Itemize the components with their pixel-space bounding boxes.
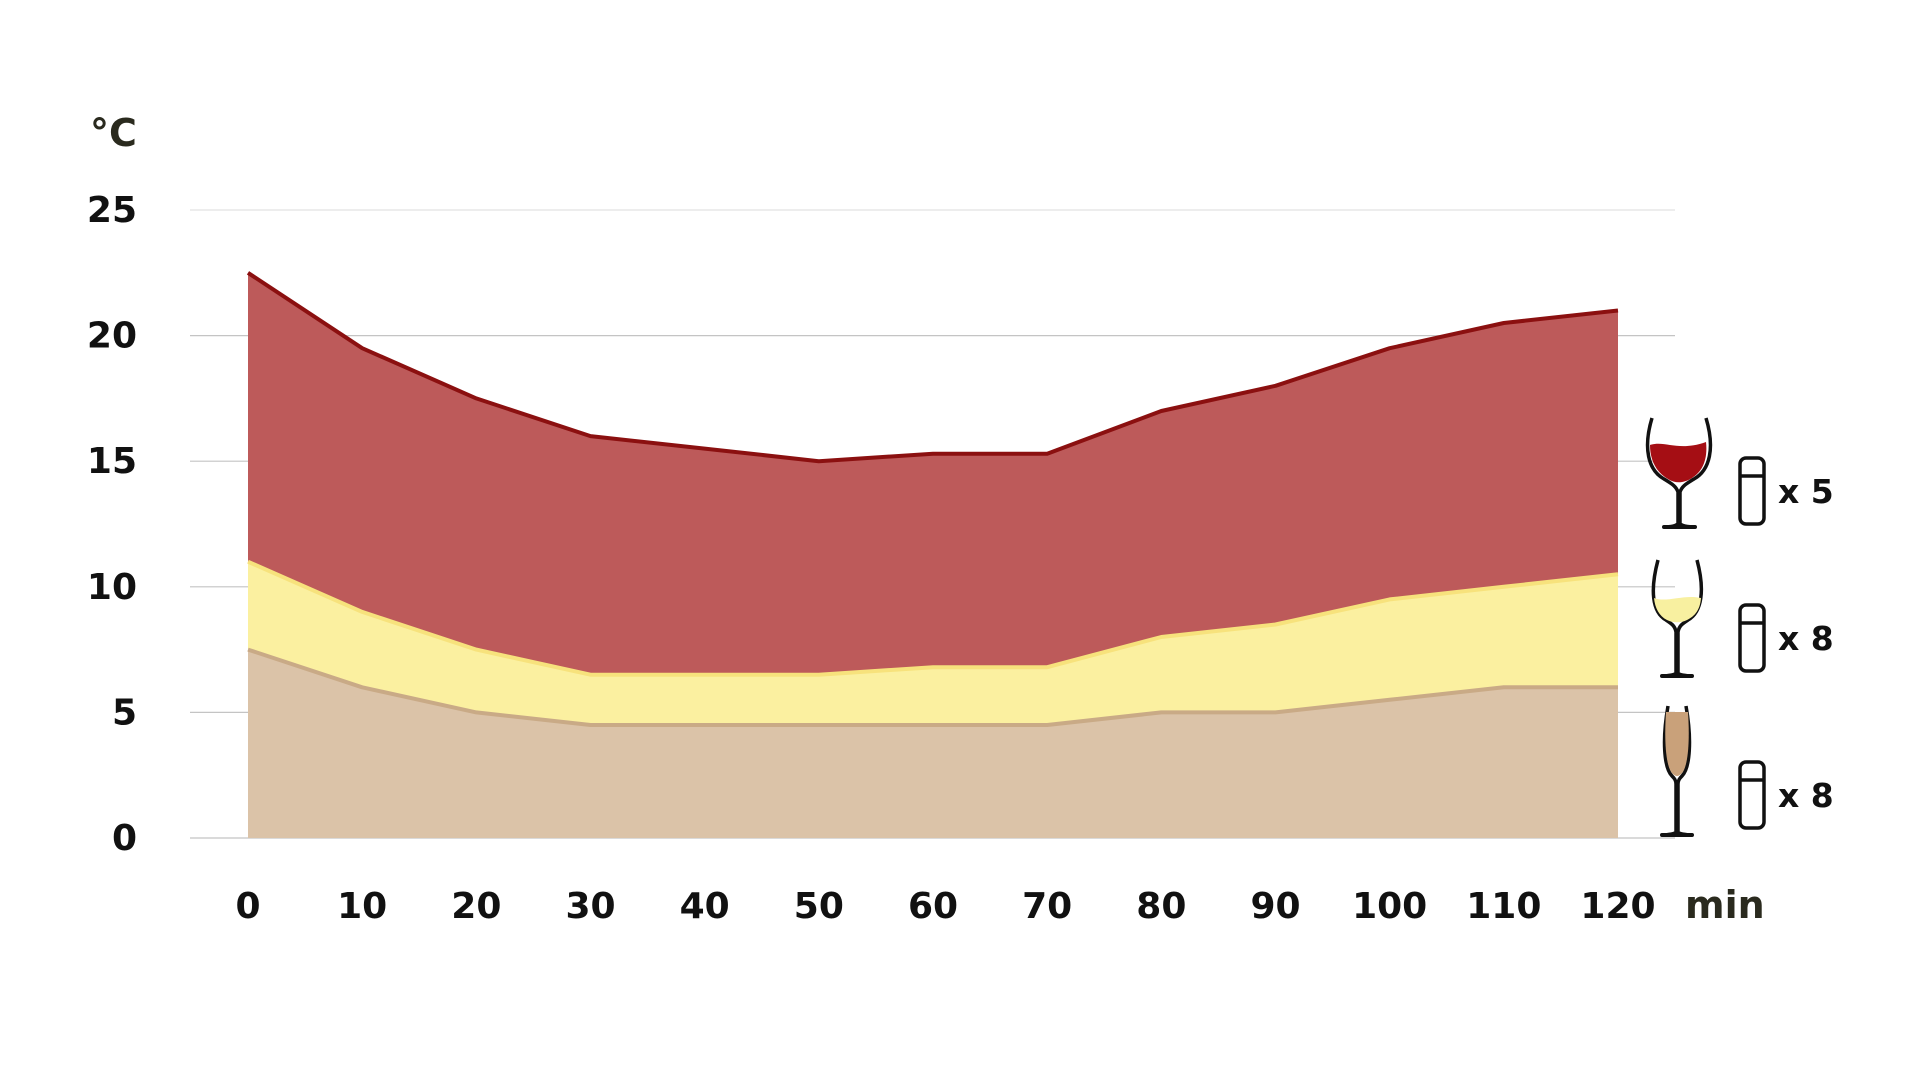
x-tick-label: 10 bbox=[337, 886, 387, 927]
y-unit-label: °C bbox=[90, 111, 137, 155]
area-sparkling bbox=[248, 649, 1618, 838]
x-tick-label: 90 bbox=[1250, 886, 1300, 927]
bottle-icon bbox=[1738, 456, 1766, 526]
legend-item-white: x 8 bbox=[1651, 559, 1834, 678]
y-tick-label: 15 bbox=[87, 441, 137, 482]
x-tick-label: 120 bbox=[1580, 886, 1655, 927]
area-series bbox=[246, 271, 1619, 838]
x-tick-label: 20 bbox=[451, 886, 501, 927]
series-line-red bbox=[246, 271, 1619, 464]
y-tick-label: 25 bbox=[87, 190, 137, 231]
y-axis-ticks: 0 5 10 15 20 25 bbox=[87, 190, 137, 859]
x-unit-label: min bbox=[1685, 883, 1765, 927]
y-tick-label: 0 bbox=[112, 818, 137, 859]
x-tick-label: 0 bbox=[235, 886, 260, 927]
legend-item-sparkling: x 8 bbox=[1660, 705, 1834, 837]
series-line-sparkling bbox=[247, 647, 1618, 727]
x-tick-label: 110 bbox=[1466, 886, 1541, 927]
sparkling-wine-glass-icon bbox=[1660, 705, 1694, 837]
x-axis-ticks: 0 10 20 30 40 50 60 70 80 90 100 110 120 bbox=[235, 886, 1655, 927]
x-tick-label: 60 bbox=[908, 886, 958, 927]
y-tick-label: 20 bbox=[87, 316, 137, 357]
y-tick-label: 10 bbox=[87, 567, 137, 608]
x-tick-label: 50 bbox=[794, 886, 844, 927]
legend-label-white: x 8 bbox=[1778, 619, 1834, 658]
bottle-icon bbox=[1738, 760, 1766, 830]
y-tick-label: 5 bbox=[112, 692, 137, 733]
x-tick-label: 100 bbox=[1352, 886, 1427, 927]
red-wine-glass-icon bbox=[1645, 417, 1713, 529]
series-line-white bbox=[247, 559, 1619, 677]
legend: x 5 x 8 x bbox=[1645, 417, 1834, 837]
x-tick-label: 70 bbox=[1022, 886, 1072, 927]
bottle-icon bbox=[1738, 603, 1766, 673]
x-tick-label: 40 bbox=[680, 886, 730, 927]
x-tick-label: 30 bbox=[565, 886, 615, 927]
white-wine-glass-icon bbox=[1651, 559, 1704, 678]
x-tick-label: 80 bbox=[1136, 886, 1186, 927]
legend-item-red: x 5 bbox=[1645, 417, 1834, 529]
legend-label-red: x 5 bbox=[1778, 472, 1834, 511]
legend-label-sparkling: x 8 bbox=[1778, 776, 1834, 815]
